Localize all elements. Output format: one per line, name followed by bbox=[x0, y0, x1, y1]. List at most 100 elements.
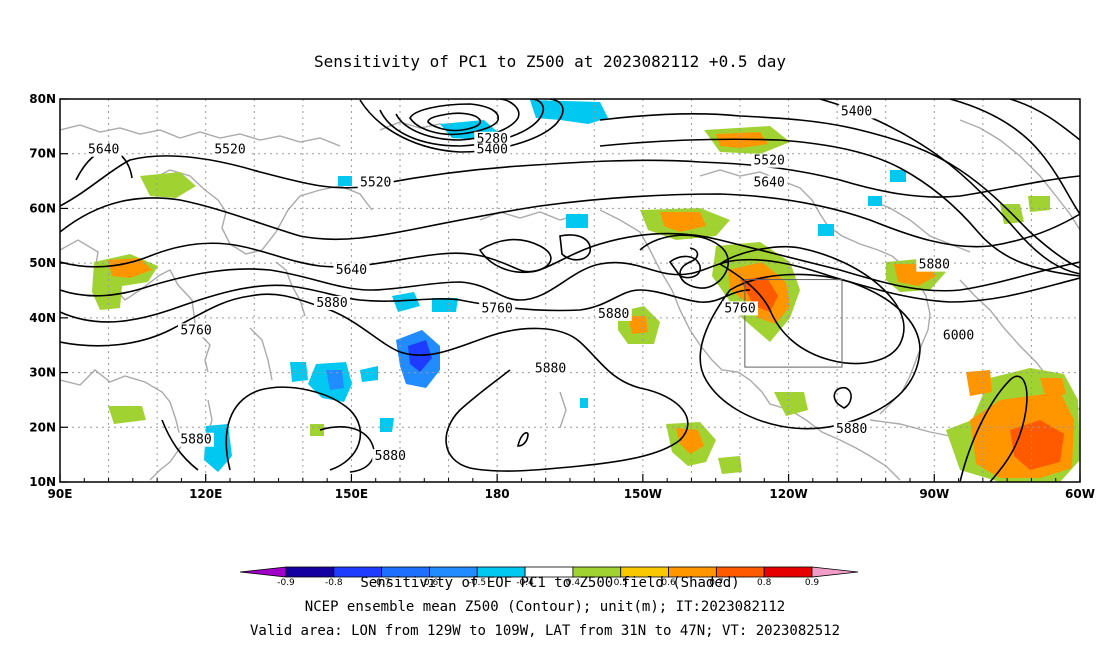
y-tick-label: 10N bbox=[29, 475, 56, 489]
contour-label-bg bbox=[532, 361, 569, 376]
colorbar-label: 0.6 bbox=[661, 578, 676, 588]
contour-label: 5880 bbox=[535, 362, 566, 377]
x-tick-label: 90W bbox=[919, 487, 949, 501]
positive-patch bbox=[676, 428, 704, 454]
sensitivity-shading bbox=[92, 100, 1080, 482]
contour-label: 5520 bbox=[753, 154, 784, 169]
contour-label: 5760 bbox=[481, 301, 512, 316]
x-tick-label: 60W bbox=[1065, 487, 1095, 501]
negative-patch bbox=[432, 298, 458, 312]
positive-patch bbox=[140, 172, 196, 198]
negative-patch bbox=[890, 170, 906, 182]
positive-patch bbox=[1028, 196, 1050, 212]
contour-label-bg bbox=[916, 257, 953, 272]
negative-patch bbox=[326, 370, 344, 390]
valid-area-box bbox=[744, 279, 843, 368]
negative-patch bbox=[360, 366, 378, 382]
contour-label: 5880 bbox=[919, 258, 950, 273]
negative-patch bbox=[530, 100, 608, 124]
x-tick-label: 150W bbox=[624, 487, 662, 501]
colorbar: -0.9 -0.8 -0.7 -0.6 -0.5 -0.4 0.4 0.5 0.6 0.7 0.8 0… bbox=[239, 566, 859, 588]
contour-label: 5880 bbox=[836, 422, 867, 437]
positive-patch bbox=[1010, 420, 1064, 470]
map-area: 5640 552055205640588057605880588052805400… bbox=[60, 99, 1080, 482]
contour-labels: 5640 552055205640588057605880588052805400… bbox=[85, 104, 977, 464]
positive-patch bbox=[108, 258, 152, 278]
colorbar-label: -0.5 bbox=[468, 578, 486, 588]
negative-patch bbox=[580, 398, 588, 408]
negative-patch bbox=[566, 214, 588, 228]
colorbar-label: -0.4 bbox=[516, 578, 534, 588]
positive-patch bbox=[1040, 378, 1066, 398]
negative-patch bbox=[290, 362, 308, 382]
contour-label-bg bbox=[474, 131, 511, 146]
y-tick-labels: 80N 70N 60N 50N 40N 30N 20N 10N bbox=[29, 92, 56, 489]
contour-label-bg bbox=[751, 153, 788, 168]
colorbar-label: 0.7 bbox=[709, 578, 723, 588]
colorbar-label: -0.9 bbox=[277, 578, 295, 588]
contour-label-bg bbox=[940, 328, 977, 343]
positive-patch bbox=[628, 316, 648, 334]
y-tick-label: 70N bbox=[29, 147, 56, 161]
positive-patch bbox=[108, 406, 146, 424]
contour-label: 6000 bbox=[943, 329, 974, 344]
contour-label: 5640 bbox=[336, 263, 367, 278]
colorbar-box bbox=[285, 566, 335, 578]
contour-label-bg bbox=[178, 323, 214, 338]
colorbar-end-left bbox=[239, 566, 287, 578]
contour-label-bg bbox=[372, 449, 409, 464]
x-tick-label: 90E bbox=[48, 487, 73, 501]
contour-label: 5520 bbox=[214, 143, 245, 158]
x-tick-labels: 90E 120E 150E 180 150W 120W 90W 60W bbox=[48, 487, 1095, 501]
figure-title: Sensitivity of PC1 to Z500 at 2023082112… bbox=[314, 52, 786, 71]
positive-patch bbox=[774, 392, 808, 416]
caption-line-3: Valid area: LON from 129W to 109W, LAT f… bbox=[250, 623, 840, 639]
contour-label-bg bbox=[357, 175, 394, 190]
y-tick-label: 20N bbox=[29, 420, 56, 434]
colorbar-label: 0.9 bbox=[805, 578, 820, 588]
colorbar-label: 0.8 bbox=[757, 578, 772, 588]
contour-label: 5520 bbox=[360, 176, 391, 191]
negative-patch bbox=[818, 224, 834, 236]
negative-patch bbox=[408, 340, 432, 372]
contour-label: 5880 bbox=[180, 433, 211, 448]
positive-patch bbox=[718, 456, 742, 474]
contour-label: 5640 bbox=[753, 176, 784, 191]
x-tick-label: 120E bbox=[189, 487, 222, 501]
contour-label-bg bbox=[333, 263, 370, 278]
colorbar-box bbox=[763, 566, 813, 578]
x-tick-label: 150E bbox=[335, 487, 368, 501]
caption-line-2: NCEP ensemble mean Z500 (Contour); unit(… bbox=[305, 599, 785, 615]
contour-label-bg bbox=[212, 142, 248, 157]
x-tick-label: 120W bbox=[769, 487, 807, 501]
colorbar-label: 0.4 bbox=[566, 578, 581, 588]
contour-label: 5640 bbox=[88, 143, 119, 158]
contour-label: 5880 bbox=[316, 296, 347, 311]
contour-label-bg bbox=[833, 421, 870, 436]
contour-label: 5760 bbox=[180, 323, 211, 338]
y-tick-label: 40N bbox=[29, 311, 56, 325]
positive-patch bbox=[966, 370, 992, 396]
contour-label-bg bbox=[479, 301, 516, 316]
negative-patch bbox=[338, 176, 352, 186]
axis-ticks bbox=[59, 98, 1081, 483]
contour-label-bg bbox=[314, 295, 350, 310]
contour-label-bg bbox=[751, 175, 788, 190]
colorbar-label: -0.7 bbox=[373, 578, 391, 588]
contour-label-bg bbox=[838, 104, 875, 119]
y-tick-label: 60N bbox=[29, 201, 56, 215]
contour-label: 5400 bbox=[477, 143, 508, 158]
colorbar-end-right bbox=[811, 566, 859, 578]
contour-label: 5760 bbox=[724, 301, 755, 316]
negative-patch bbox=[380, 418, 394, 432]
contour-label-bg bbox=[595, 306, 632, 321]
contour-label: 5880 bbox=[375, 449, 406, 464]
contour-label-bg bbox=[178, 432, 214, 447]
negative-patch bbox=[392, 292, 420, 312]
contour-label: 5880 bbox=[598, 307, 629, 322]
colorbar-label: 0.5 bbox=[614, 578, 628, 588]
positive-patch bbox=[660, 212, 706, 232]
contour-label-bg bbox=[722, 301, 758, 316]
y-tick-label: 80N bbox=[29, 92, 56, 106]
